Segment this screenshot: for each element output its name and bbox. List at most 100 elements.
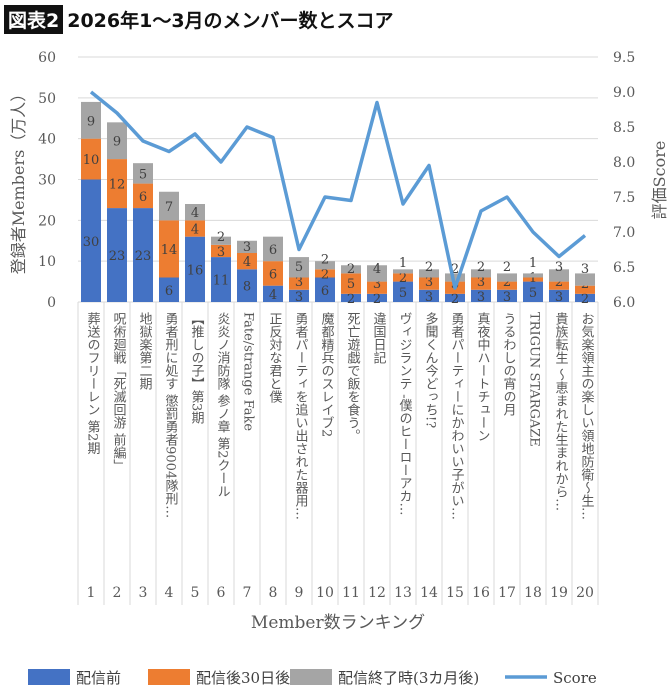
y-left-tick-label: 0 — [47, 295, 56, 311]
y-left-tick-label: 60 — [38, 50, 56, 66]
score-line — [89, 90, 587, 290]
bar-data-label: 2 — [217, 230, 225, 245]
bar-data-label: 3 — [581, 262, 589, 277]
bar-pre — [81, 179, 101, 302]
bar-data-label: 2 — [399, 271, 407, 286]
y-right-tick-label: 6.0 — [613, 295, 635, 311]
bar-30days — [81, 138, 101, 180]
bar-30days — [393, 273, 413, 282]
bar-data-label: 1 — [529, 256, 537, 271]
bar-30days — [549, 281, 569, 290]
bar-pre — [497, 289, 517, 302]
bar-data-label: 4 — [269, 288, 277, 303]
bar-data-label: 3 — [555, 290, 563, 305]
y-right-tick-label: 9.5 — [613, 50, 635, 66]
bar-pre — [263, 285, 283, 302]
bar-end — [107, 122, 127, 160]
bar-data-label: 2 — [503, 275, 511, 290]
legend-swatch — [148, 669, 190, 685]
bar-30days — [289, 277, 309, 290]
bar-end — [523, 273, 543, 278]
category-label: うるわしの宵の月 — [501, 312, 517, 417]
category-label: 勇者パーティを追い出された器用… — [293, 312, 309, 520]
bar-30days — [211, 244, 231, 258]
bar-end — [289, 257, 309, 278]
category-label: 貴族転生 〜恵まれた生まれから… — [553, 312, 569, 511]
bar-data-label: 5 — [529, 286, 537, 301]
bar-data-label: 5 — [139, 167, 147, 182]
bar-data-label: 2 — [373, 292, 381, 307]
bar-data-label: 2 — [347, 292, 355, 307]
category-label: TRIGUN STARGAZE — [527, 312, 542, 447]
bar-end — [367, 265, 387, 282]
bar-data-label: 6 — [139, 190, 147, 205]
x-axis-title: Member数ランキング — [251, 613, 425, 633]
bar-pre — [549, 289, 569, 302]
bar-data-label: 12 — [109, 178, 126, 193]
bar-30days — [159, 220, 179, 278]
category-label: 多聞くん今どっち!? — [423, 311, 439, 428]
bar-data-label: 6 — [321, 284, 329, 299]
rank-label: 16 — [472, 585, 490, 601]
bar-data-label: 2 — [347, 262, 355, 277]
bar-end — [549, 269, 569, 282]
category-label: 魔都精兵のスレイブ2 — [319, 312, 335, 437]
category-label: 地獄楽第二期 — [137, 312, 153, 391]
bar-30days — [523, 277, 543, 282]
bar-pre — [289, 289, 309, 302]
bar-data-label: 6 — [165, 284, 173, 299]
bar-30days — [107, 159, 127, 209]
category-label: 勇者パーティーにかわいい子がい… — [449, 312, 465, 520]
rank-label: 10 — [316, 585, 334, 601]
bar-end — [315, 261, 335, 270]
bar-pre — [471, 289, 491, 302]
bar-data-label: 3 — [295, 275, 303, 290]
bar-data-label: 3 — [503, 290, 511, 305]
bar-pre — [419, 289, 439, 302]
bar-data-label: 2 — [425, 260, 433, 275]
bar-30days — [133, 183, 153, 209]
bar-data-label: 3 — [555, 260, 563, 275]
rank-label: 12 — [368, 585, 386, 601]
bar-30days — [237, 253, 257, 270]
rank-label: 5 — [191, 585, 200, 601]
bar-data-label: 3 — [243, 240, 251, 255]
bar-data-label: 4 — [373, 262, 381, 277]
bar-data-label: 2 — [555, 275, 563, 290]
category-label: お気楽領主の楽しい領地防衛〜生… — [579, 312, 595, 520]
rank-label: 1 — [87, 585, 96, 601]
bar-end — [471, 269, 491, 278]
rank-label: 9 — [295, 585, 304, 601]
bar-data-label: 3 — [295, 290, 303, 305]
bar-data-label: 2 — [581, 292, 589, 307]
chart-title: 図表2 2026年1〜3月のメンバー数とスコア — [4, 4, 394, 34]
bar-data-label: 2 — [477, 260, 485, 275]
rank-label: 18 — [524, 585, 542, 601]
bar-30days — [341, 273, 361, 294]
bar-data-label: 4 — [191, 206, 199, 221]
bar-end — [419, 269, 439, 278]
bar-data-label: 2 — [451, 292, 459, 307]
legend-label: 配信前 — [76, 669, 121, 687]
bar-data-label: 2 — [451, 262, 459, 277]
bar-30days — [497, 281, 517, 290]
bar-end — [133, 163, 153, 184]
rank-label: 3 — [139, 585, 148, 601]
bar-data-label: 1 — [529, 271, 537, 286]
figure-tag: 図表2 — [4, 4, 64, 34]
legend-label: 配信終了時(3カ月後) — [338, 669, 479, 687]
category-label: 炎炎ノ消防隊 参ノ章 第2クール — [215, 312, 231, 498]
y-right-tick-label: 9.0 — [613, 85, 635, 101]
bar-data-label: 14 — [161, 243, 178, 258]
bar-30days — [315, 269, 335, 278]
bar-data-label: 6 — [269, 243, 277, 258]
bar-end — [575, 273, 595, 286]
bar-data-label: 3 — [477, 290, 485, 305]
bar-pre — [107, 208, 127, 302]
bar-pre — [159, 277, 179, 302]
bar-data-label: 1 — [399, 256, 407, 271]
bar-end — [497, 273, 517, 282]
bar-30days — [419, 277, 439, 290]
